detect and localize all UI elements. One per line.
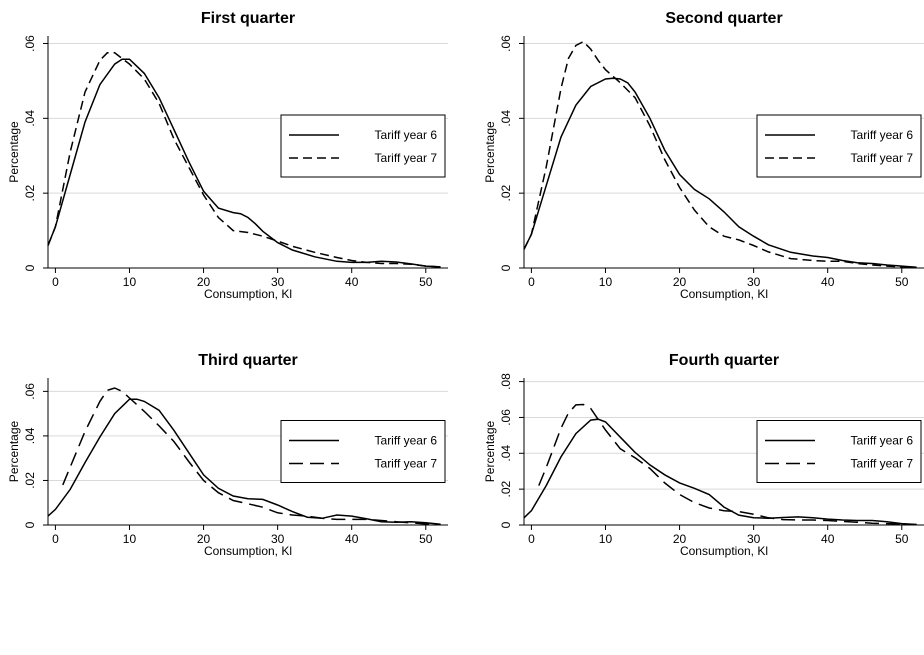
- y-axis-label: Percentage: [7, 121, 21, 183]
- legend-label: Tariff year 7: [375, 151, 438, 165]
- y-tick-label: .06: [499, 35, 513, 52]
- legend: [280, 114, 446, 178]
- series-line: [47, 52, 441, 268]
- y-tick-label: .06: [23, 35, 37, 52]
- x-tick-label: 40: [345, 275, 359, 289]
- panel-title: First quarter: [201, 10, 295, 27]
- x-tick-label: 30: [747, 532, 761, 546]
- y-tick-label: 0: [23, 264, 37, 271]
- x-tick-label: 10: [599, 275, 613, 289]
- legend-label: Tariff year 7: [375, 457, 438, 471]
- panel-1: First quarter 0 .02 .04 .06 0 10 20 30 40 50 Consum…: [7, 10, 448, 301]
- y-axis-label: Percentage: [483, 121, 497, 183]
- x-tick-label: 0: [528, 532, 535, 546]
- legend: [756, 114, 922, 178]
- series-line: [47, 398, 441, 526]
- series-line: [523, 40, 917, 269]
- y-tick-label: .04: [499, 445, 513, 462]
- y-tick-label: 0: [499, 264, 513, 271]
- y-tick-label: .08: [499, 373, 513, 390]
- x-tick-label: 30: [271, 532, 285, 546]
- legend-label: Tariff year 7: [851, 457, 914, 471]
- legend: [280, 420, 446, 483]
- y-axis-label: Percentage: [7, 420, 21, 482]
- x-tick-label: 30: [271, 275, 285, 289]
- x-tick-label: 40: [821, 275, 835, 289]
- legend-label: Tariff year 7: [851, 151, 914, 165]
- x-tick-label: 10: [599, 532, 613, 546]
- y-tick-label: .02: [23, 184, 37, 201]
- y-axis-label: Percentage: [483, 420, 497, 482]
- series-line: [523, 418, 917, 526]
- legend-label: Tariff year 6: [375, 128, 438, 142]
- series-line: [62, 387, 441, 526]
- x-axis-label: Consumption, Kl: [204, 544, 292, 558]
- y-tick-label: .02: [499, 184, 513, 201]
- x-tick-label: 10: [123, 275, 137, 289]
- panel-3: Third quarter 0 .02 .04 .06 0 10 20 30 40 50 Consum…: [7, 352, 448, 558]
- y-tick-label: .04: [499, 110, 513, 127]
- y-tick-label: .02: [499, 480, 513, 497]
- y-tick-label: 0: [499, 521, 513, 528]
- x-axis-label: Consumption, Kl: [204, 287, 292, 301]
- x-tick-label: 20: [673, 275, 687, 289]
- x-tick-label: 50: [895, 532, 909, 546]
- x-tick-label: 50: [419, 275, 433, 289]
- panel-title: Fourth quarter: [669, 352, 779, 369]
- x-axis-label: Consumption, Kl: [680, 287, 768, 301]
- x-tick-label: 50: [419, 532, 433, 546]
- x-axis-label: Consumption, Kl: [680, 544, 768, 558]
- panel-title: Third quarter: [198, 352, 298, 369]
- x-tick-label: 40: [345, 532, 359, 546]
- legend-label: Tariff year 6: [851, 128, 914, 142]
- x-tick-label: 0: [528, 275, 535, 289]
- x-tick-label: 20: [197, 532, 211, 546]
- x-tick-label: 20: [197, 275, 211, 289]
- y-tick-label: .04: [23, 110, 37, 127]
- y-tick-label: .06: [499, 409, 513, 426]
- panel-4: Fourth quarter 0 .02 .04 .06 .08 0 10 20 30 40 50 Co…: [483, 352, 924, 558]
- panel-2: Second quarter 0 .02 .04 .06 0 10 20 30 40 50 Consu…: [483, 10, 924, 301]
- legend-label: Tariff year 6: [375, 434, 438, 448]
- panel-title: Second quarter: [665, 10, 782, 27]
- series-line: [523, 77, 917, 269]
- legend: [756, 420, 922, 483]
- x-tick-label: 20: [673, 532, 687, 546]
- y-tick-label: .06: [23, 383, 37, 400]
- y-tick-label: .04: [23, 427, 37, 444]
- legend-label: Tariff year 6: [851, 434, 914, 448]
- x-tick-label: 50: [895, 275, 909, 289]
- y-tick-label: 0: [23, 521, 37, 528]
- x-tick-label: 30: [747, 275, 761, 289]
- y-tick-label: .02: [23, 472, 37, 489]
- x-tick-label: 0: [52, 275, 59, 289]
- x-tick-label: 0: [52, 532, 59, 546]
- x-tick-label: 10: [123, 532, 137, 546]
- x-tick-label: 40: [821, 532, 835, 546]
- series-line: [538, 403, 917, 526]
